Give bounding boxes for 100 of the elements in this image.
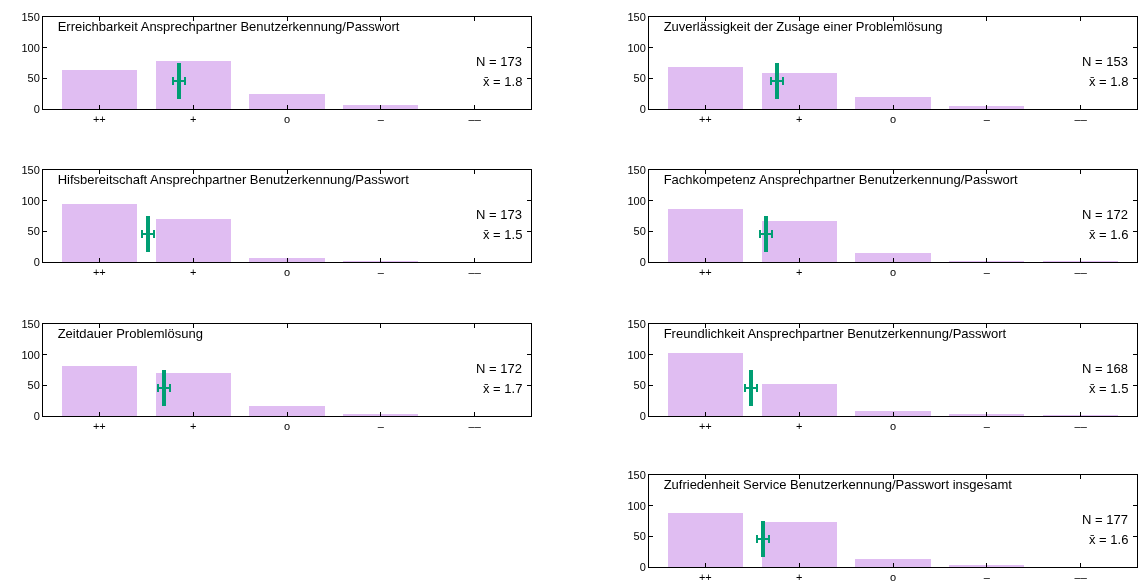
y-tick-label: 0	[33, 255, 40, 268]
y-tick-label: 50	[27, 225, 40, 238]
bar	[61, 203, 137, 262]
bar	[667, 352, 743, 416]
chart-title: Erreichbarkeit Ansprechpartner Benutzerkennung/Passwort	[57, 18, 400, 34]
y-tick-label: 150	[21, 317, 40, 330]
bar	[761, 522, 837, 567]
y-tick-label: 50	[633, 530, 646, 543]
bar	[155, 219, 231, 262]
annotation: x̄ = 1.6	[1089, 227, 1129, 242]
x-tick-label: +	[189, 113, 197, 126]
bar	[667, 513, 743, 567]
bar	[155, 60, 231, 109]
x-tick-label: ++	[92, 266, 106, 279]
x-tick-label: –	[983, 420, 991, 433]
x-tick-label: –	[983, 266, 991, 279]
x-tick-label: o	[889, 113, 897, 126]
x-tick-label: o	[283, 113, 291, 126]
x-tick-label: ++	[698, 420, 712, 433]
annotation: x̄ = 1.5	[1089, 381, 1129, 396]
bar	[855, 96, 931, 109]
y-tick-label: 0	[33, 409, 40, 422]
bar	[667, 66, 743, 109]
x-tick-label: +	[189, 420, 197, 433]
y-tick-label: 0	[639, 102, 646, 115]
annotation: N = 172	[476, 361, 522, 376]
x-tick-label: –	[983, 113, 991, 126]
chart-title: Zeitdauer Problemlösung	[57, 325, 203, 341]
x-tick-label: ––	[468, 266, 482, 279]
y-tick-label: 100	[21, 348, 40, 361]
x-tick-label: ––	[468, 113, 482, 126]
bar	[855, 253, 931, 262]
bar	[249, 257, 325, 262]
y-tick-label: 50	[27, 72, 40, 85]
annotation: N = 173	[476, 207, 522, 222]
y-tick-label: 50	[27, 379, 40, 392]
annotation: x̄ = 1.6	[1089, 532, 1129, 547]
y-tick-label: 100	[627, 41, 646, 54]
y-tick-label: 50	[633, 379, 646, 392]
x-tick-label: ––	[1074, 420, 1088, 433]
x-tick-label: +	[795, 266, 803, 279]
bar	[249, 94, 325, 109]
y-tick-label: 150	[627, 10, 646, 23]
y-tick-label: 0	[639, 560, 646, 573]
x-tick-label: ––	[468, 420, 482, 433]
y-tick-label: 150	[627, 163, 646, 176]
annotation: N = 177	[1082, 512, 1128, 527]
x-tick-label: ++	[698, 571, 712, 584]
chart-title: Zuverlässigkeit der Zusage einer Problemlösung	[663, 18, 943, 34]
x-tick-label: +	[795, 113, 803, 126]
y-tick-label: 100	[21, 41, 40, 54]
x-tick-label: –	[983, 571, 991, 584]
x-tick-label: –	[377, 113, 385, 126]
y-tick-label: 100	[21, 194, 40, 207]
y-tick-label: 0	[639, 409, 646, 422]
chart-title: Hifsbereitschaft Ansprechpartner Benutzerkennung/Passwort	[57, 171, 410, 187]
x-tick-label: ––	[1074, 113, 1088, 126]
annotation: N = 153	[1082, 54, 1128, 69]
y-tick-label: 150	[21, 163, 40, 176]
y-tick-label: 150	[627, 317, 646, 330]
x-tick-label: ++	[698, 113, 712, 126]
y-tick-label: 150	[627, 468, 646, 481]
x-tick-label: ––	[1074, 266, 1088, 279]
chart-title: Fachkompetenz Ansprechpartner Benutzerkennung/Passwort	[663, 171, 1019, 187]
bar	[667, 208, 743, 262]
y-tick-label: 100	[627, 348, 646, 361]
annotation: N = 173	[476, 54, 522, 69]
bar	[949, 105, 1025, 109]
x-tick-label: ++	[698, 266, 712, 279]
y-tick-label: 150	[21, 10, 40, 23]
x-tick-label: ++	[92, 420, 106, 433]
x-tick-label: o	[889, 571, 897, 584]
bar	[61, 70, 137, 109]
annotation: x̄ = 1.8	[1089, 74, 1129, 89]
x-tick-label: o	[283, 420, 291, 433]
x-tick-label: o	[283, 266, 291, 279]
x-tick-label: +	[795, 571, 803, 584]
x-tick-label: +	[795, 420, 803, 433]
bar	[761, 384, 837, 416]
y-tick-label: 0	[33, 102, 40, 115]
x-tick-label: o	[889, 420, 897, 433]
bar	[61, 365, 137, 416]
x-tick-label: –	[377, 266, 385, 279]
bar	[249, 406, 325, 416]
annotation: x̄ = 1.5	[483, 227, 523, 242]
annotation: N = 172	[1082, 207, 1128, 222]
chart-title: Zufriedenheit Service Benutzerkennung/Passwort insgesamt	[663, 476, 1013, 492]
x-tick-label: ++	[92, 113, 106, 126]
x-tick-label: o	[889, 266, 897, 279]
annotation: x̄ = 1.8	[483, 74, 523, 89]
bar	[343, 104, 419, 109]
y-tick-label: 0	[639, 255, 646, 268]
x-tick-label: –	[377, 420, 385, 433]
y-tick-label: 100	[627, 499, 646, 512]
x-tick-label: ––	[1074, 571, 1088, 584]
annotation: N = 168	[1082, 361, 1128, 376]
chart-title: Freundlichkeit Ansprechpartner Benutzerkennung/Passwort	[663, 325, 1007, 341]
y-tick-label: 100	[627, 194, 646, 207]
bar	[855, 559, 931, 567]
y-tick-label: 50	[633, 225, 646, 238]
